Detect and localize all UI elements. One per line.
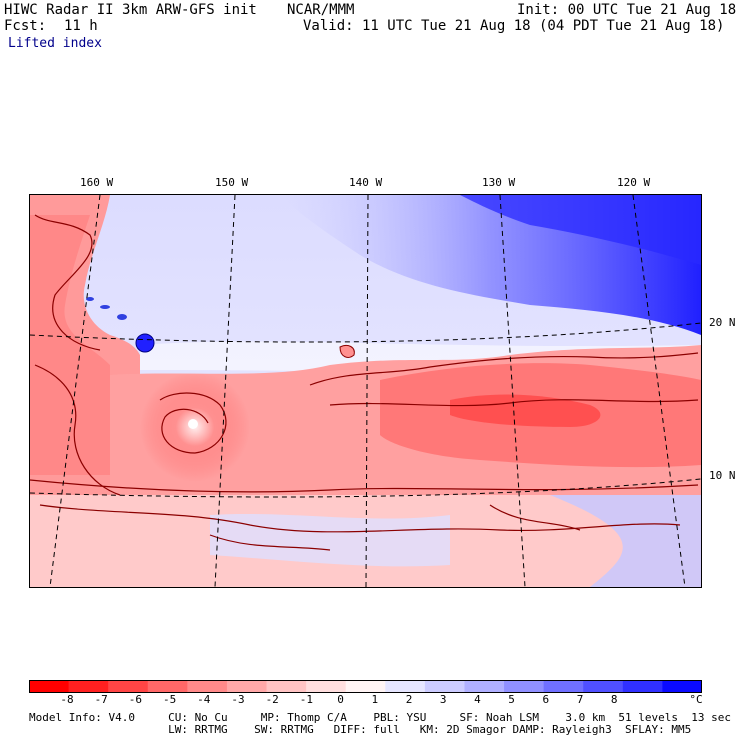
colorbar-cell bbox=[583, 680, 624, 693]
lon-label-120w: 120 W bbox=[617, 176, 651, 189]
colorbar-cell bbox=[68, 680, 109, 693]
map-canvas bbox=[30, 195, 701, 587]
most-unstable-core bbox=[450, 394, 601, 427]
lifted-index-map bbox=[29, 194, 702, 588]
colorbar-cell bbox=[266, 680, 307, 693]
graticule bbox=[30, 195, 701, 587]
forecast-label: Fcst: bbox=[4, 18, 47, 34]
colorbar-cell bbox=[108, 680, 149, 693]
lon-label-150w: 150 W bbox=[215, 176, 249, 189]
forecast-hours: 11 h bbox=[64, 18, 98, 34]
colorbar-tick-label: -7 bbox=[94, 693, 108, 706]
colorbar-tick-label: -2 bbox=[265, 693, 279, 706]
colorbar-cell bbox=[306, 680, 347, 693]
colorbar-tick-label: 6 bbox=[542, 693, 550, 706]
colorbar-cell bbox=[504, 680, 545, 693]
lon-label-140w: 140 W bbox=[349, 176, 383, 189]
meridian-160w bbox=[49, 195, 101, 587]
southeast-stable bbox=[550, 495, 701, 587]
lon-label-130w: 130 W bbox=[482, 176, 516, 189]
colorbar-tick-label: -5 bbox=[162, 693, 177, 706]
small-unstable-patch bbox=[339, 344, 355, 358]
colorbar-cell bbox=[464, 680, 505, 693]
island-kauai bbox=[86, 297, 94, 301]
colorbar-cell bbox=[226, 680, 268, 693]
colorbar-cell bbox=[187, 680, 228, 693]
hurricane-eye bbox=[188, 419, 198, 429]
island-maui bbox=[117, 314, 127, 320]
meridian-140w bbox=[365, 195, 369, 587]
colorbar-cell bbox=[345, 680, 386, 693]
unstable-core-west bbox=[30, 215, 110, 475]
colorbar-tick-label: 1 bbox=[371, 693, 379, 706]
lat-label-10n: 10 N bbox=[709, 469, 736, 482]
valid-time: Valid: 11 UTC Tue 21 Aug 18 (04 PDT Tue … bbox=[303, 18, 725, 34]
meridian-130w bbox=[499, 195, 526, 587]
island-big-island bbox=[135, 333, 155, 353]
southern-stable-patch bbox=[210, 513, 450, 567]
colorbar-tick-label: 5 bbox=[508, 693, 515, 706]
colorbar-unit: °C bbox=[689, 693, 703, 706]
colorbar-cell bbox=[385, 680, 426, 693]
colorbar-tick-label: 8 bbox=[610, 693, 618, 706]
colorbar-cell bbox=[622, 680, 663, 693]
colorbar-tick-label: 7 bbox=[576, 693, 584, 706]
field-name: Lifted index bbox=[8, 36, 102, 51]
init-time: Init: 00 UTC Tue 21 Aug 18 bbox=[517, 2, 737, 18]
lon-label-160w: 160 W bbox=[80, 176, 114, 189]
colorbar-tick-label: 4 bbox=[474, 693, 481, 706]
colorbar-cell bbox=[424, 680, 465, 693]
colorbar-tick-label: 0 bbox=[337, 693, 344, 706]
colorbar-cell bbox=[662, 680, 702, 693]
very-stable-core bbox=[460, 195, 701, 265]
meridian-120w bbox=[632, 195, 686, 587]
lat-label-20n: 20 N bbox=[709, 316, 736, 329]
colorbar-tick-label: -4 bbox=[197, 693, 211, 706]
organization-label: NCAR/MMM bbox=[287, 2, 355, 18]
parallel-10n bbox=[30, 478, 701, 498]
colorbar-tick-label: -8 bbox=[60, 693, 74, 706]
parallel-20n bbox=[30, 322, 701, 343]
colorbar bbox=[29, 680, 702, 693]
island-oahu bbox=[100, 305, 110, 309]
colorbar-tick-label: -3 bbox=[231, 693, 245, 706]
colorbar-cell bbox=[543, 680, 584, 693]
model-info-line1: Model Info: V4.0 CU: No Cu MP: Thomp C/A… bbox=[29, 711, 731, 724]
colorbar-tick-label: 2 bbox=[405, 693, 413, 706]
hawaiian-islands bbox=[86, 297, 155, 353]
colorbar-tick-label: -1 bbox=[299, 693, 314, 706]
meridian-150w bbox=[214, 195, 236, 587]
colorbar-tick-label: -6 bbox=[128, 693, 143, 706]
model-title: HIWC Radar II 3km ARW-GFS init bbox=[4, 2, 257, 18]
colorbar-cell bbox=[147, 680, 188, 693]
colorbar-cell bbox=[29, 680, 70, 693]
colorbar-tick-label: 3 bbox=[439, 693, 447, 706]
model-info-line2: LW: RRTMG SW: RRTMG DIFF: full KM: 2D Sm… bbox=[29, 723, 692, 736]
